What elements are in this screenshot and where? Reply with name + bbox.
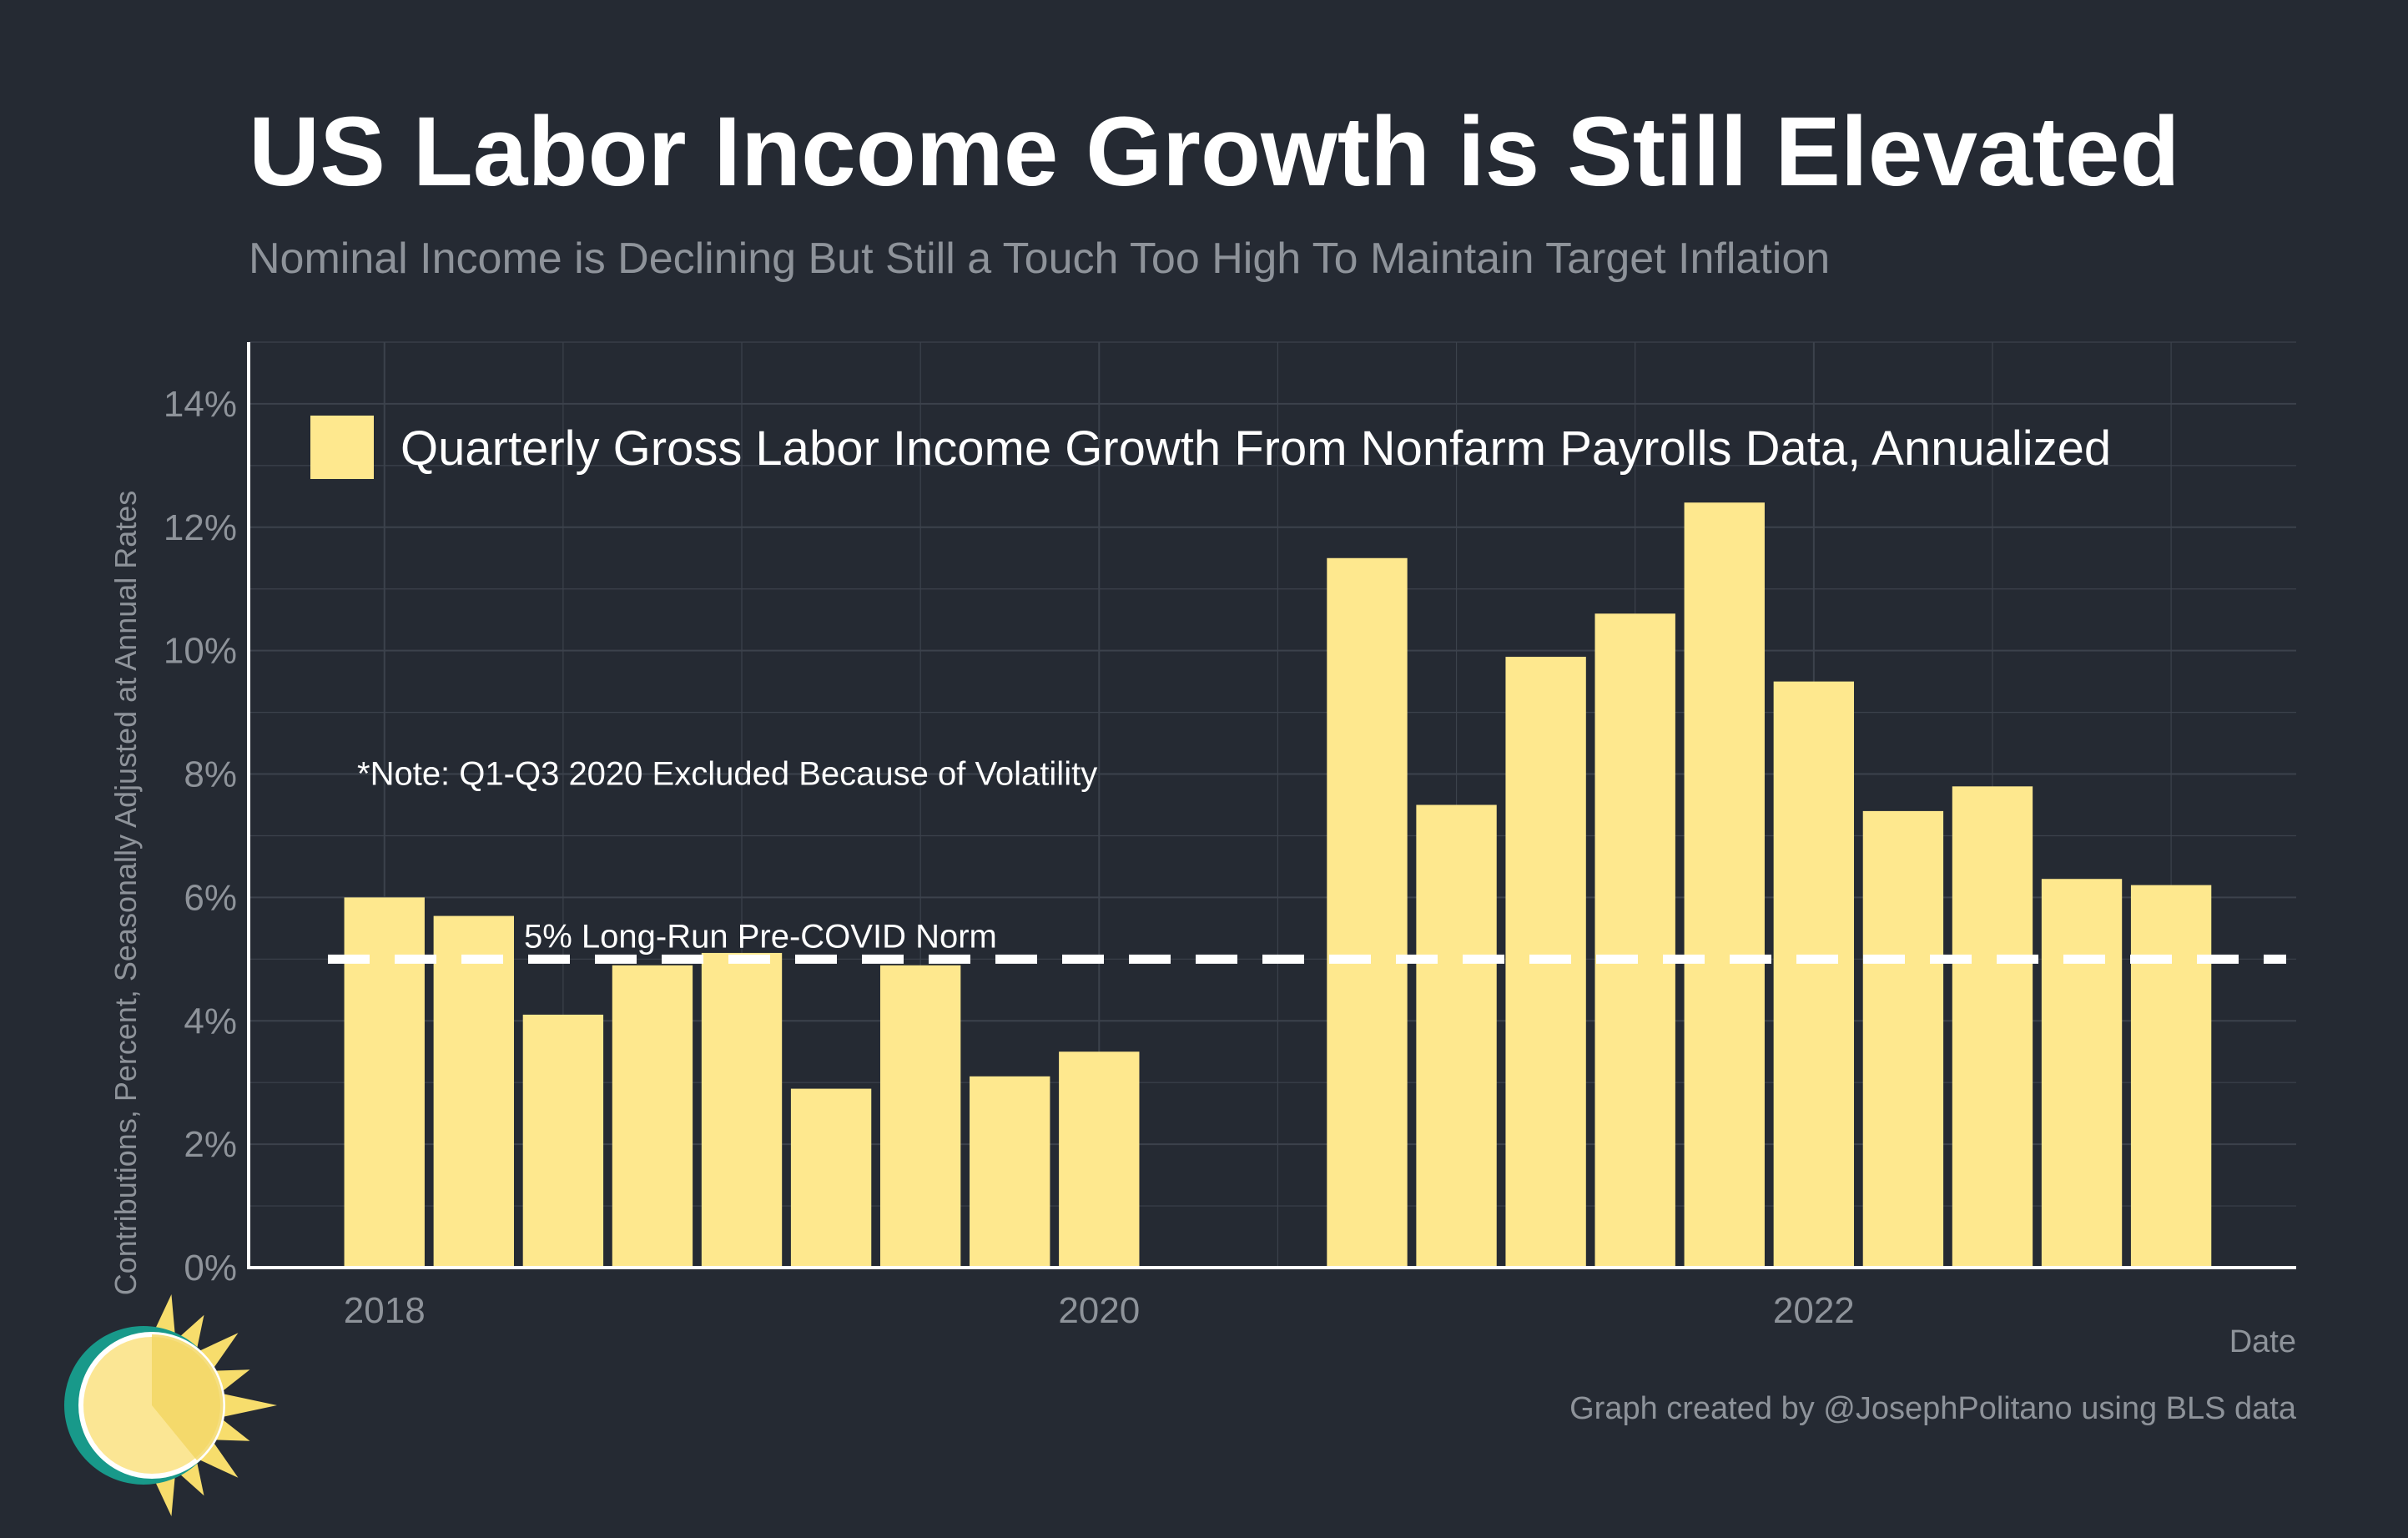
sun-ray-icon (217, 1392, 277, 1419)
bar (1327, 557, 1408, 1268)
y-tick-label: 2% (184, 1124, 237, 1165)
legend-swatch (310, 416, 374, 479)
bar (344, 897, 425, 1268)
chart-title: US Labor Income Growth is Still Elevated (249, 97, 2180, 207)
bar-series (344, 502, 2212, 1268)
source-caption: Graph created by @JosephPolitano using B… (1569, 1391, 2297, 1426)
y-tick-label: 8% (184, 754, 237, 795)
x-tick-label: 2022 (1773, 1290, 1855, 1331)
reference-line-label: 5% Long-Run Pre-COVID Norm (524, 918, 997, 955)
bar (612, 965, 693, 1268)
y-tick-label: 4% (184, 1001, 237, 1041)
y-tick-label: 14% (164, 384, 237, 425)
y-axis-label: Contributions, Percent, Seasonally Adjus… (108, 491, 143, 1296)
bar (701, 952, 783, 1268)
bar (522, 1014, 604, 1268)
y-tick-label: 0% (184, 1248, 237, 1288)
y-tick-label: 12% (164, 507, 237, 548)
x-tick-labels: 2018 2020 2022 (344, 1290, 1855, 1331)
chart-subtitle: Nominal Income is Declining But Still a … (249, 234, 1830, 283)
bar (1594, 613, 1675, 1268)
x-tick-label: 2020 (1058, 1290, 1140, 1331)
sun-logo-icon (64, 1294, 277, 1516)
bar (433, 915, 514, 1268)
bar (1059, 1051, 1140, 1268)
bar (970, 1076, 1050, 1268)
bar (2130, 885, 2212, 1268)
bar (1416, 804, 1497, 1268)
x-axis-label: Date (2229, 1324, 2296, 1359)
logo-sun-shade (152, 1334, 224, 1460)
bar (790, 1088, 872, 1268)
bar (2041, 879, 2123, 1268)
bar (1773, 681, 1855, 1268)
bar (1952, 786, 2033, 1268)
note-annotation: *Note: Q1-Q3 2020 Excluded Because of Vo… (357, 756, 1097, 793)
y-tick-label: 6% (184, 877, 237, 918)
legend: Quarterly Gross Labor Income Growth From… (310, 416, 2111, 479)
x-tick-label: 2018 (344, 1290, 426, 1331)
bar (879, 965, 961, 1268)
legend-label: Quarterly Gross Labor Income Growth From… (400, 421, 2111, 476)
y-tick-label: 10% (164, 631, 237, 672)
y-tick-labels: 0% 2% 4% 6% 8% 10% 12% 14% (164, 384, 237, 1288)
bar (1684, 502, 1765, 1268)
bar (1862, 810, 1944, 1268)
